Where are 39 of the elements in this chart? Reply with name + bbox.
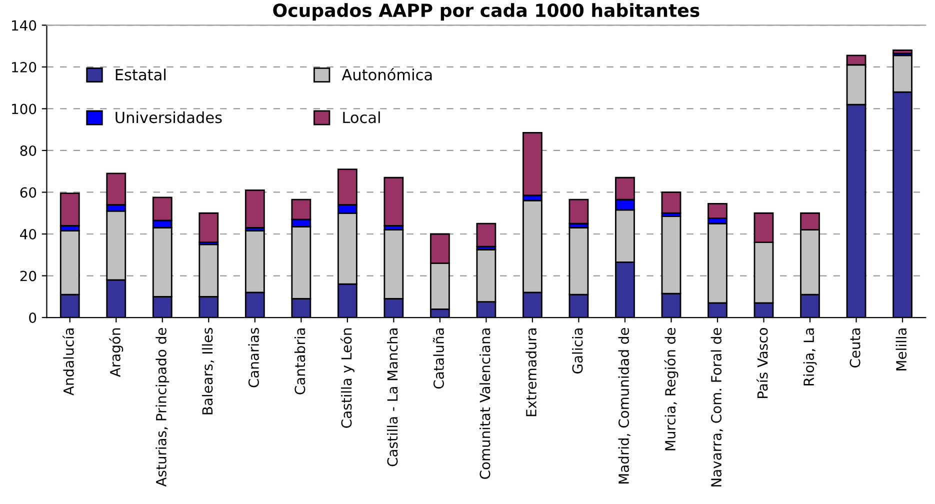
y-tick-label: 0 <box>29 312 36 323</box>
y-tick-label: 120 <box>12 62 36 72</box>
x-tick-label: Ceuta <box>850 328 860 368</box>
bar <box>244 189 265 228</box>
x-tick-label: Cataluña <box>432 328 444 389</box>
legend-label: Local <box>343 111 380 124</box>
bar <box>476 222 496 248</box>
x-tick-label: Rioja, La <box>803 328 817 386</box>
legend-label: Estatal <box>116 68 166 80</box>
y-tick-label: 40 <box>20 228 36 240</box>
bar <box>568 198 589 224</box>
x-tick-label: Canarias <box>248 328 259 388</box>
x-tick-label: Cantabria <box>294 328 306 394</box>
x-tick-label: Asturias, Principado de <box>156 328 170 487</box>
bar <box>661 192 682 214</box>
legend-label: Autonómica <box>342 68 432 80</box>
y-tick-label: 100 <box>12 104 36 114</box>
x-tick-label: Navarra, Com. Foral de <box>710 328 723 486</box>
bar <box>198 212 219 244</box>
x-tick-label: Murcia, Región de <box>664 328 678 450</box>
x-tick-label: Extremadura <box>526 328 536 416</box>
y-tick-label: 60 <box>20 187 36 198</box>
x-tick-label: Melilla <box>896 328 907 370</box>
bar <box>892 50 912 54</box>
y-tick-label: 20 <box>20 270 36 282</box>
x-tick-label: Balears, Illes <box>202 328 214 414</box>
x-tick-label: Comunitat Valenciana <box>479 328 490 479</box>
y-tick-label: 140 <box>12 20 36 31</box>
x-tick-label: Castilla - La Mancha <box>386 328 398 466</box>
x-tick-label: Aragón <box>109 328 124 377</box>
bar <box>384 176 404 226</box>
x-tick-label: País Vasco <box>756 328 768 398</box>
x-tick-label: Galicia <box>572 328 583 374</box>
x-tick-label: Madrid, Comunidad de <box>618 328 630 484</box>
x-tick-label: Castilla y León <box>340 328 354 428</box>
legend-label: Universidades <box>116 111 222 124</box>
chart-title: Ocupados AAPP por cada 1000 habitantes <box>273 3 700 21</box>
y-tick-label: 80 <box>20 145 36 156</box>
x-tick-label: Andalucía <box>62 328 74 396</box>
